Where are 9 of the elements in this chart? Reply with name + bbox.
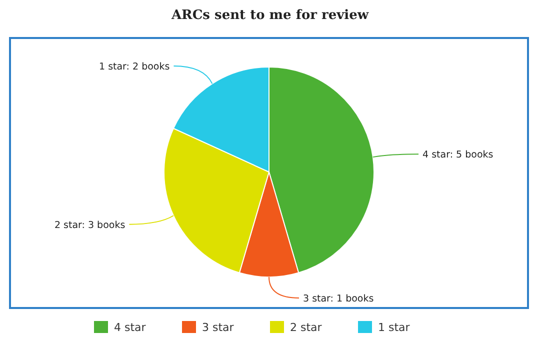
data-label: 3 star: 1 books: [303, 294, 374, 304]
data-label: 1 star: 2 books: [99, 62, 170, 72]
legend-label: 1 star: [378, 321, 410, 334]
legend-label: 2 star: [290, 321, 322, 334]
legend-label: 3 star: [202, 321, 234, 334]
data-label: 4 star: 5 books: [422, 150, 494, 161]
legend-label: 4 star: [114, 321, 146, 334]
data-label: 2 star: 3 books: [54, 220, 126, 231]
chart-title: ARCs sent to me for review: [170, 8, 370, 23]
